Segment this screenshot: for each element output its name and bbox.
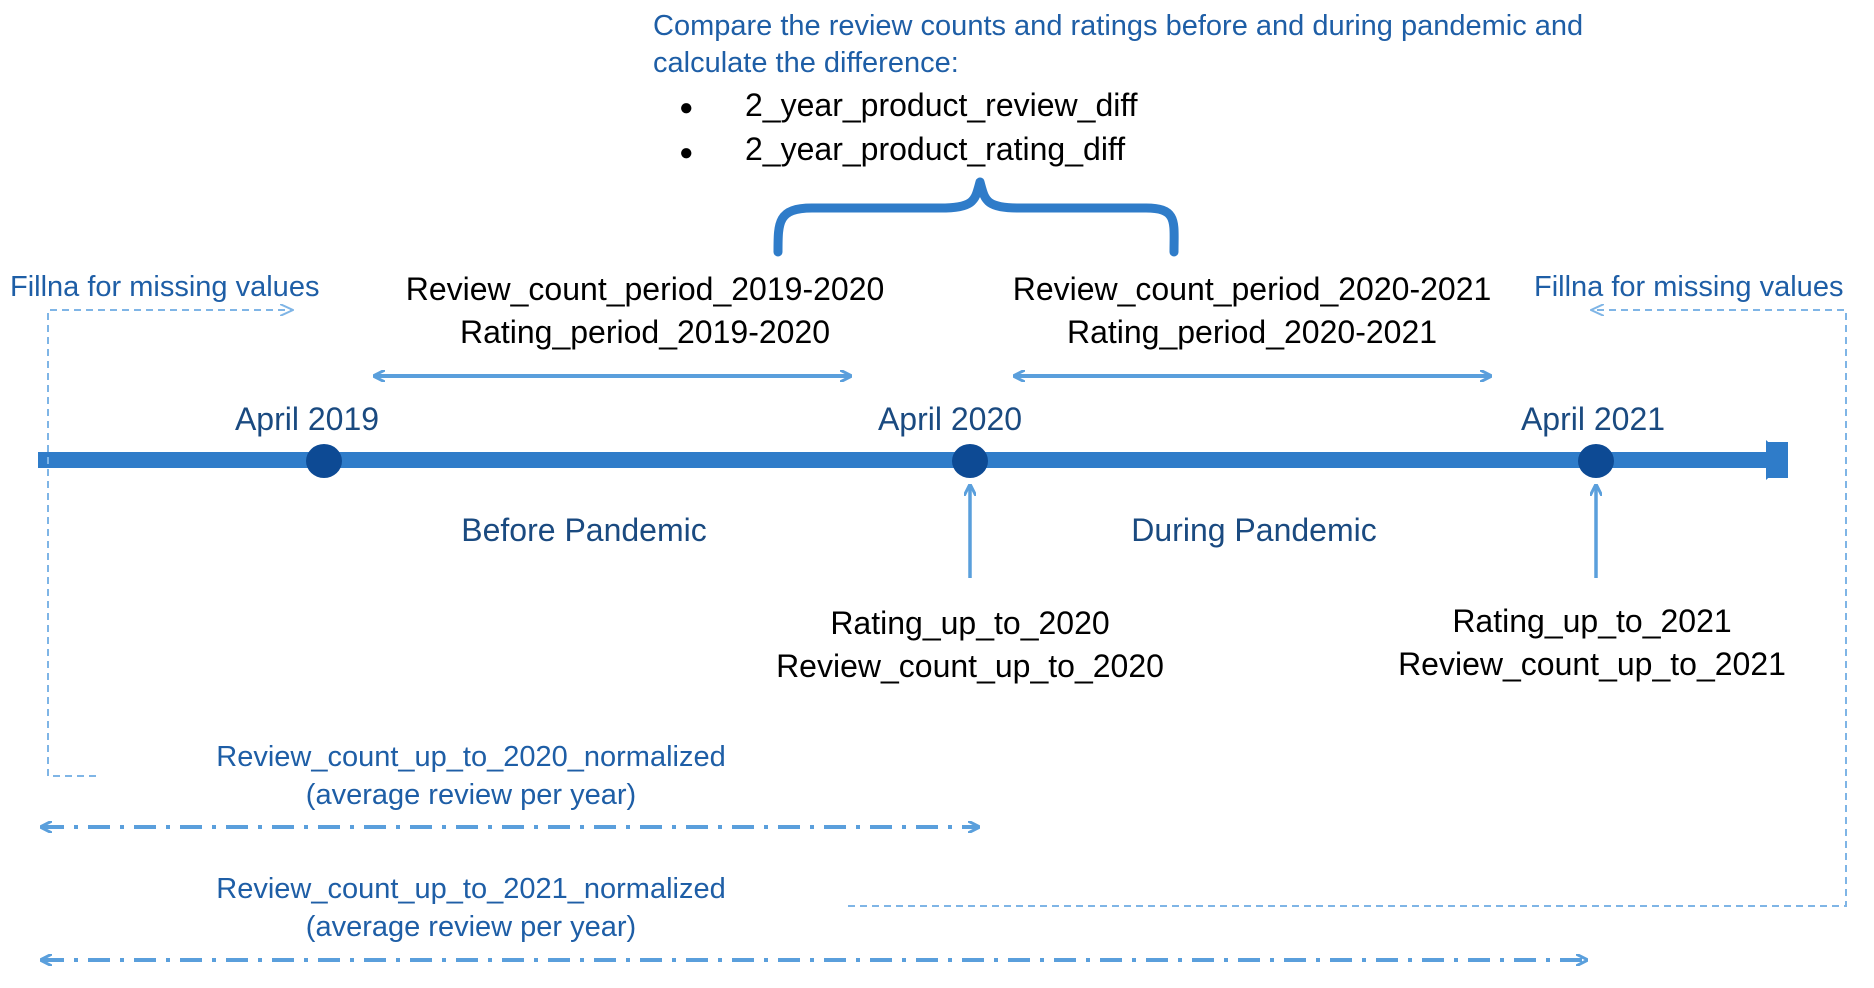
phase-during-pandemic: During Pandemic — [1131, 512, 1376, 548]
snapshot-2020-line-1: Rating_up_to_2020 — [830, 605, 1109, 641]
phase-before-pandemic: Before Pandemic — [461, 512, 706, 548]
snapshot-2021-line-1: Rating_up_to_2021 — [1452, 603, 1731, 639]
period-2020-2021-line-1: Review_count_period_2020-2021 — [1013, 271, 1492, 307]
fillna-left-bracket — [47, 310, 292, 777]
milestone-april-2020-label: April 2020 — [878, 401, 1022, 437]
milestone-dot-2020 — [952, 444, 988, 478]
milestone-april-2021-label: April 2021 — [1521, 401, 1665, 437]
bullet-1-glyph: ● — [679, 94, 694, 121]
period-2019-2020-line-2: Rating_period_2019-2020 — [460, 314, 830, 350]
timeline-axis — [38, 452, 1776, 468]
bullet-2-text: 2_year_product_rating_diff — [745, 131, 1125, 167]
normalized-2021-line-1: Review_count_up_to_2021_normalized — [216, 873, 725, 905]
compare-note-line-2: calculate the difference: — [653, 47, 959, 79]
milestone-april-2019-label: April 2019 — [235, 401, 379, 437]
period-2020-2021-line-2: Rating_period_2020-2021 — [1067, 314, 1437, 350]
normalized-2020-line-1: Review_count_up_to_2020_normalized — [216, 741, 725, 773]
fillna-left-label: Fillna for missing values — [10, 271, 319, 303]
period-2019-2020-line-1: Review_count_period_2019-2020 — [406, 271, 885, 307]
fillna-right-label: Fillna for missing values — [1534, 271, 1843, 303]
normalized-2020-line-2: (average review per year) — [306, 779, 636, 811]
milestone-dot-2019 — [306, 444, 342, 478]
snapshot-2020-line-2: Review_count_up_to_2020 — [776, 648, 1164, 684]
bullet-1-text: 2_year_product_review_diff — [745, 87, 1138, 123]
fillna-right-bracket — [848, 310, 1847, 907]
comparison-brace — [773, 177, 1179, 257]
normalized-2021-line-2: (average review per year) — [306, 911, 636, 943]
milestone-dot-2021 — [1578, 444, 1614, 478]
timeline-end-arrow — [1766, 440, 1788, 480]
bullet-2-glyph: ● — [679, 139, 694, 166]
snapshot-2021-line-2: Review_count_up_to_2021 — [1398, 646, 1786, 682]
compare-note-line-1: Compare the review counts and ratings be… — [653, 10, 1583, 42]
